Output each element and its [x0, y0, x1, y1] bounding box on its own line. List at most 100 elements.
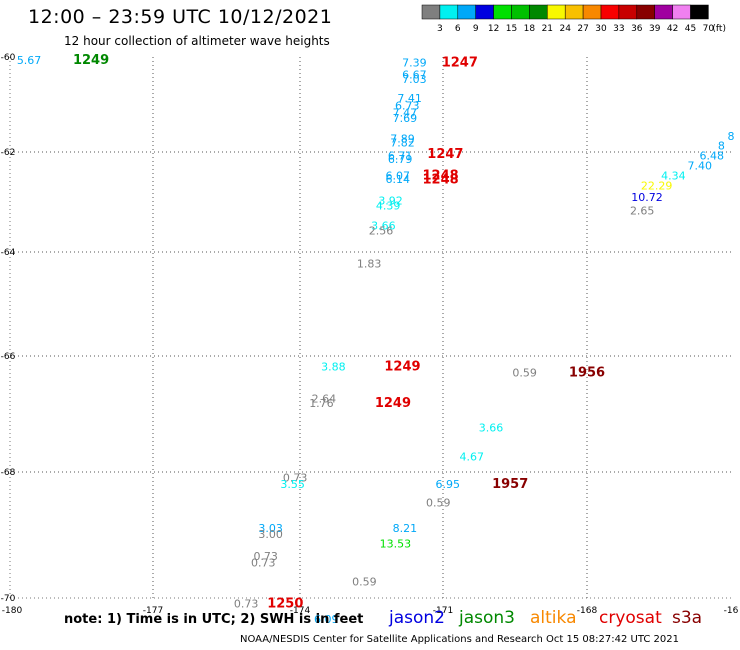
satellite-legend-item: altika: [530, 608, 577, 628]
colorbar-tick-label: 27: [577, 24, 588, 34]
satellite-legend-item: jason3: [459, 608, 515, 628]
wave-height-label: 8.21: [393, 522, 418, 535]
x-tick-label: -16: [724, 606, 739, 616]
colorbar-swatch: [582, 4, 602, 20]
colorbar-tick-label: 45: [685, 24, 696, 34]
colorbar-swatch: [475, 4, 494, 20]
wave-height-label: 3.66: [479, 421, 504, 434]
wave-height-label: 0.59: [512, 366, 537, 379]
wave-height-label: 6.79: [388, 153, 413, 166]
pass-time-label: 1247: [442, 56, 478, 71]
x-tick-label: -180: [2, 606, 23, 616]
colorbar-tick-label: 9: [473, 24, 479, 34]
colorbar-swatch: [636, 4, 655, 20]
wave-height-label: 2.56: [369, 225, 394, 238]
colorbar-tick-label: 15: [506, 24, 517, 34]
wave-height-label: 22.29: [641, 180, 673, 193]
y-tick-label: -64: [1, 248, 16, 258]
colorbar-swatch: [672, 4, 691, 20]
wave-height-label: 3.00: [258, 528, 283, 541]
wave-height-label: 2.65: [630, 205, 655, 218]
credit-line: NOAA/NESDIS Center for Satellite Applica…: [240, 634, 679, 645]
colorbar-tick-label: 70: [703, 24, 715, 34]
wave-height-label: 13.53: [380, 538, 412, 551]
wave-height-label: 8: [728, 130, 735, 143]
x-tick-label: -174: [290, 606, 311, 616]
colorbar-swatch: [654, 4, 673, 20]
colorbar: 3 6 9 12 15 18 21 24 27 30 33 36 39 42 45 70(ft): [421, 4, 726, 34]
colorbar-swatch: [564, 4, 584, 20]
pass-time-label: 1957: [492, 477, 528, 492]
y-tick-label: -60: [1, 53, 16, 63]
footer-note: note: 1) Time is in UTC; 2) SWH is in fe…: [64, 612, 364, 627]
wave-height-points: 5.67 7.396.677.03 7.416.737.477.69 7.897.82…: [17, 53, 735, 626]
wave-height-label: 4.67: [460, 450, 485, 463]
wave-height-label: 6.67: [402, 68, 427, 81]
y-tick-label: -70: [1, 594, 16, 604]
colorbar-tick-label: 18: [524, 24, 536, 34]
wave-height-label: 0.73: [253, 550, 278, 563]
wave-height-label: 7.89: [390, 133, 415, 146]
pass-time-label: 1249: [375, 396, 411, 411]
colorbar-swatch: [690, 4, 709, 20]
x-tick-label: -177: [143, 606, 163, 616]
wave-height-label: 7.39: [402, 57, 427, 70]
colorbar-tick-label: 39: [649, 24, 661, 34]
colorbar-tick-label: 12: [488, 24, 499, 34]
colorbar-unit: (ft): [712, 24, 726, 34]
chart-title: 12:00 – 23:59 UTC 10/12/2021: [28, 6, 333, 28]
colorbar-tick-label: 24: [559, 24, 571, 34]
pass-time-label: 1248: [423, 169, 459, 184]
wave-height-label: 6.48: [700, 150, 725, 163]
pass-time-label: 1247: [427, 147, 463, 162]
wave-height-label: 5.67: [17, 54, 42, 67]
colorbar-tick-label: 30: [595, 24, 607, 34]
colorbar-tick-label: 36: [631, 24, 643, 34]
x-tick-label: -168: [577, 606, 598, 616]
wave-height-label: 3.66: [371, 220, 396, 233]
colorbar-swatch: [529, 4, 548, 20]
wave-height-label: 3.55: [280, 478, 305, 491]
wave-height-label: 0.73: [234, 597, 259, 610]
wave-height-label: 7.40: [688, 160, 713, 173]
wave-height-label: 0.73: [251, 557, 276, 570]
wave-height-label: 0.59: [352, 575, 377, 588]
plot-grid: [10, 57, 731, 598]
satellite-legend-item: s3a: [672, 608, 703, 628]
wave-height-label: 4.39: [376, 200, 401, 213]
wave-height-label: 6.07: [385, 170, 410, 183]
pass-time-label: 1250: [267, 596, 303, 611]
pass-time-label: 1956: [569, 365, 605, 380]
colorbar-swatch: [439, 4, 459, 20]
wave-height-label: 6.95: [436, 478, 461, 491]
wave-height-label: 6.73: [395, 99, 420, 112]
colorbar-swatch: [547, 4, 566, 20]
wave-height-label: 6.14: [385, 173, 410, 186]
wave-height-label: 7.47: [393, 106, 418, 119]
wave-height-label: 3.88: [321, 361, 346, 374]
colorbar-tick-label: 21: [542, 24, 553, 34]
wave-height-label: 7.03: [402, 73, 427, 86]
chart-subtitle: 12 hour collection of altimeter wave hei…: [64, 34, 330, 48]
wave-height-label: 10.72: [631, 191, 663, 204]
wave-height-label: 3.03: [258, 522, 283, 535]
colorbar-swatch: [511, 4, 530, 20]
pass-time-label: 1249: [384, 360, 420, 375]
satellite-legend-item: jason2: [389, 608, 445, 628]
wave-height-label: 3.92: [378, 195, 403, 208]
wave-height-label: 2.64: [312, 392, 337, 405]
plot-axes: -180 -177 -174 -171 -168 -16 -60 -62 -64 -66 -68 -7…: [1, 53, 739, 616]
wave-height-label: 8: [718, 140, 725, 153]
y-tick-label: -66: [1, 352, 16, 362]
colorbar-swatch: [493, 4, 512, 20]
colorbar-swatch: [600, 4, 620, 20]
colorbar-tick-label: 3: [437, 24, 443, 34]
wave-height-label: 6.71: [388, 150, 413, 163]
pass-time-label: 1248: [423, 173, 459, 188]
wave-height-label: 1.83: [357, 258, 382, 271]
wave-height-label: 7.69: [393, 112, 418, 125]
wave-height-label: 7.82: [390, 136, 415, 149]
colorbar-swatch: [457, 4, 476, 20]
colorbar-swatch: [421, 4, 441, 20]
wave-height-label: 1.76: [309, 397, 334, 410]
